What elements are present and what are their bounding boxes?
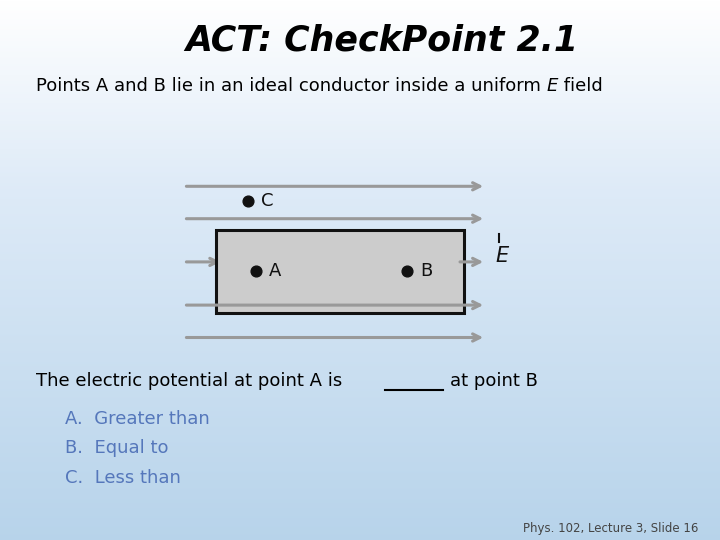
Text: C.  Less than: C. Less than: [65, 469, 181, 487]
Point: [243, 197, 254, 205]
Text: C: C: [261, 192, 274, 210]
Text: A.  Greater than: A. Greater than: [65, 409, 210, 428]
Text: E: E: [495, 246, 508, 266]
Text: Points A and B lie in an ideal conductor inside a uniform: Points A and B lie in an ideal conductor…: [36, 77, 546, 96]
Text: Phys. 102, Lecture 3, Slide 16: Phys. 102, Lecture 3, Slide 16: [523, 522, 698, 535]
Text: field: field: [558, 77, 603, 96]
Text: The electric potential at point A is: The electric potential at point A is: [36, 372, 342, 390]
Text: A: A: [269, 262, 281, 280]
Text: at point B: at point B: [450, 372, 538, 390]
Text: E: E: [546, 77, 558, 96]
Text: ACT: CheckPoint 2.1: ACT: CheckPoint 2.1: [185, 24, 578, 57]
Point: [401, 267, 413, 275]
Point: [250, 267, 261, 275]
Bar: [216, 230, 464, 313]
Text: B.  Equal to: B. Equal to: [65, 439, 168, 457]
Text: B: B: [420, 262, 432, 280]
